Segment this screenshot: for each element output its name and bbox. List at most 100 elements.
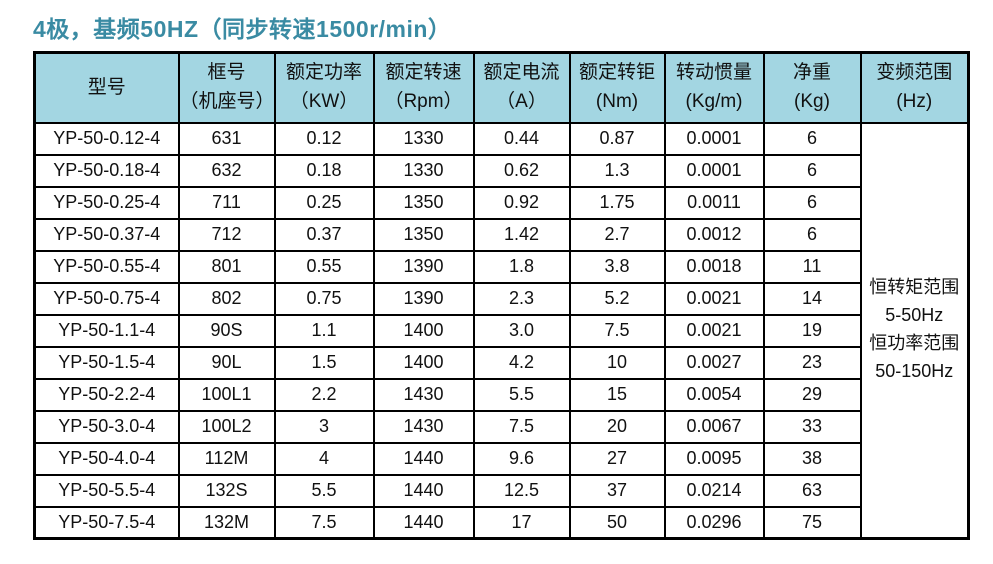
table-cell: 3.0 — [472, 313, 571, 348]
header-label: 型号 — [87, 76, 126, 98]
table-cell: 0.0054 — [663, 377, 765, 412]
table-cell: 1.75 — [568, 185, 666, 220]
table-cell: 37 — [568, 473, 666, 508]
table-cell: YP-50-0.75-4 — [33, 281, 180, 316]
table-cell: 0.37 — [273, 217, 375, 252]
table-cell: 2.7 — [568, 217, 666, 252]
header-rated-power: 额定功率 （KW） — [273, 51, 375, 124]
table-cell: 0.0214 — [663, 473, 765, 508]
header-row: 型号 框号 （机座号） 额定功率 （KW） 额定转速 （Rpm） 额定电流 — [33, 51, 970, 124]
table-cell: YP-50-0.18-4 — [33, 153, 180, 188]
table-cell: 631 — [177, 121, 276, 156]
table-cell: 1430 — [372, 409, 475, 444]
table-cell: 0.92 — [472, 185, 571, 220]
table-cell: 63 — [762, 473, 862, 508]
table-cell: 0.0095 — [663, 441, 765, 476]
table-row: YP-50-0.75-4 802 0.75 1390 2.3 5.2 0.0021 14 — [33, 281, 969, 316]
header-frequency-range: 变频范围 (Hz) — [859, 51, 970, 124]
header-label: 变频范围 — [876, 62, 953, 84]
table-row: YP-50-1.1-4 90S 1.1 1400 3.0 7.5 0.0021 19 — [33, 313, 969, 348]
table-cell: 1.3 — [568, 153, 666, 188]
table-cell: 17 — [472, 505, 571, 540]
table-cell: 0.18 — [273, 153, 375, 188]
table-cell: 0.25 — [273, 185, 375, 220]
table-row: YP-50-4.0-4 112M 4 1440 9.6 27 0.0095 38 — [33, 441, 969, 476]
table-row: YP-50-5.5-4 132S 5.5 1440 12.5 37 0.0214 63 — [33, 473, 969, 508]
header-label: 框号 — [207, 62, 246, 84]
table-cell: 90S — [177, 313, 276, 348]
table-row: YP-50-2.2-4 100L1 2.2 1430 5.5 15 0.0054 29 — [33, 377, 969, 412]
table-cell: 5.5 — [273, 473, 375, 508]
table-cell: YP-50-7.5-4 — [33, 505, 180, 540]
table-cell: 1330 — [372, 121, 475, 156]
table-cell: 19 — [762, 313, 862, 348]
table-cell: 14 — [762, 281, 862, 316]
table-cell: 2.3 — [472, 281, 571, 316]
table-cell: 0.0021 — [663, 281, 765, 316]
header-inertia: 转动惯量 (Kg/m) — [663, 51, 765, 124]
table-cell: 29 — [762, 377, 862, 412]
table-cell: YP-50-0.37-4 — [33, 217, 180, 252]
table-cell: 0.0027 — [663, 345, 765, 380]
table-cell: 15 — [568, 377, 666, 412]
header-rated-torque: 额定转钜 (Nm) — [568, 51, 666, 124]
header-label: 额定转钜 — [578, 62, 655, 84]
table-cell: 1350 — [372, 185, 475, 220]
table-cell: YP-50-1.5-4 — [33, 345, 180, 380]
header-rated-speed: 额定转速 （Rpm） — [372, 51, 475, 124]
table-cell: 712 — [177, 217, 276, 252]
table-cell: 0.0018 — [663, 249, 765, 284]
table-cell: 1.42 — [472, 217, 571, 252]
table-cell: 0.75 — [273, 281, 375, 316]
table-cell: YP-50-4.0-4 — [33, 441, 180, 476]
table-cell: 711 — [177, 185, 276, 220]
table-cell: YP-50-3.0-4 — [33, 409, 180, 444]
freq-range-line: 恒功率范围 — [869, 333, 960, 354]
header-unit: （KW） — [289, 90, 359, 112]
table-cell: 7.5 — [273, 505, 375, 540]
header-label: 净重 — [792, 62, 831, 84]
header-unit: (Kg/m) — [685, 90, 743, 112]
table-cell: 5.5 — [472, 377, 571, 412]
table-cell: 1390 — [372, 281, 475, 316]
spec-table-body: YP-50-0.12-4 631 0.12 1330 0.44 0.87 0.0001 6 恒转… — [33, 121, 970, 540]
table-cell: 50 — [568, 505, 666, 540]
table-cell: 132S — [177, 473, 276, 508]
table-cell: 1390 — [372, 249, 475, 284]
table-row: YP-50-0.37-4 712 0.37 1350 1.42 2.7 0.0012 6 — [33, 217, 969, 252]
table-cell: 100L2 — [177, 409, 276, 444]
table-cell: 112M — [177, 441, 276, 476]
table-cell: 1.8 — [472, 249, 571, 284]
table-cell: 27 — [568, 441, 666, 476]
table-cell: 6 — [762, 153, 862, 188]
freq-range-line: 恒转矩范围 — [869, 277, 960, 298]
table-cell: 10 — [568, 345, 666, 380]
table-cell: 38 — [762, 441, 862, 476]
table-row: YP-50-1.5-4 90L 1.5 1400 4.2 10 0.0027 23 — [33, 345, 969, 380]
table-cell: 632 — [177, 153, 276, 188]
table-cell: 1400 — [372, 345, 475, 380]
page-title: 4极，基频50HZ（同步转速1500r/min） — [33, 16, 452, 42]
table-cell: 0.62 — [472, 153, 571, 188]
table-cell: 12.5 — [472, 473, 571, 508]
table-cell: 11 — [762, 249, 862, 284]
table-cell: 9.6 — [472, 441, 571, 476]
header-unit: (Nm) — [595, 90, 639, 112]
table-cell: 3.8 — [568, 249, 666, 284]
table-cell: 0.0021 — [663, 313, 765, 348]
table-cell: YP-50-0.55-4 — [33, 249, 180, 284]
table-cell: 75 — [762, 505, 862, 540]
header-label: 转动惯量 — [675, 62, 752, 84]
table-row: YP-50-0.18-4 632 0.18 1330 0.62 1.3 0.0001 6 — [33, 153, 969, 188]
table-cell: 6 — [762, 185, 862, 220]
table-cell: 0.0001 — [663, 121, 765, 156]
table-cell: 33 — [762, 409, 862, 444]
freq-range-line: 5-50Hz — [885, 305, 944, 326]
table-header: 型号 框号 （机座号） 额定功率 （KW） 额定转速 （Rpm） 额定电流 — [33, 51, 970, 124]
table-row: YP-50-3.0-4 100L2 3 1430 7.5 20 0.0067 33 — [33, 409, 969, 444]
header-rated-current: 额定电流 （A） — [472, 51, 571, 124]
table-cell: 4 — [273, 441, 375, 476]
header-unit: （机座号） — [179, 90, 275, 112]
header-model: 型号 — [33, 51, 180, 124]
table-cell: 5.2 — [568, 281, 666, 316]
